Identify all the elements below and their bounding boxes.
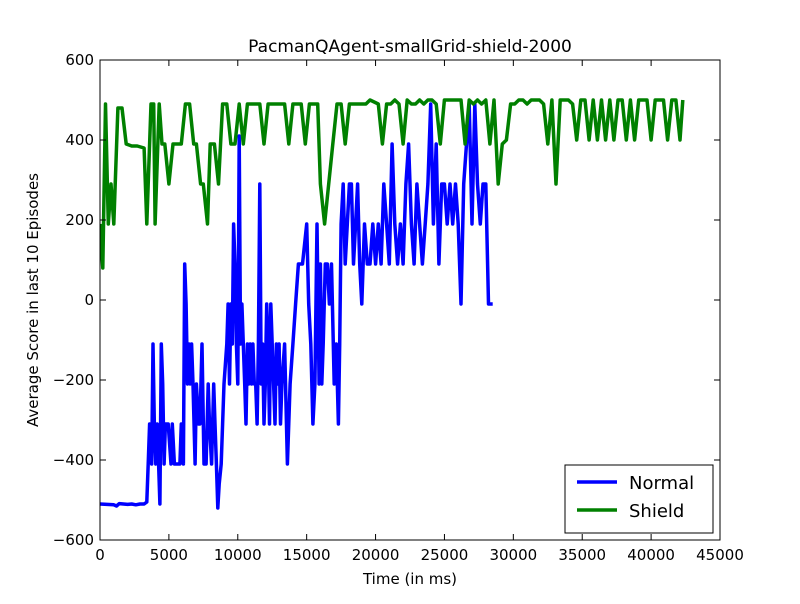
x-tick-label: 30000 — [489, 546, 537, 564]
x-axis-label: Time (in ms) — [362, 570, 457, 588]
x-tick-label: 35000 — [558, 546, 606, 564]
y-axis: −600 −400 −200 0 200 400 600 — [53, 51, 720, 549]
legend-label-shield: Shield — [629, 501, 684, 522]
legend-label-normal: Normal — [629, 473, 694, 494]
y-tick-label: −200 — [53, 371, 94, 389]
x-tick-label: 25000 — [421, 546, 469, 564]
x-tick-label: 20000 — [352, 546, 400, 564]
y-axis-label: Average Score in last 10 Episodes — [24, 173, 42, 427]
x-tick-label: 45000 — [696, 546, 744, 564]
y-tick-label: −600 — [53, 531, 94, 549]
y-tick-label: 600 — [65, 51, 94, 69]
x-axis: 0 5000 10000 15000 20000 25000 30000 35000 40000… — [95, 60, 744, 564]
y-tick-label: −400 — [53, 451, 94, 469]
x-tick-label: 10000 — [214, 546, 262, 564]
x-tick-label: 0 — [95, 546, 105, 564]
series-line-shield — [100, 98, 685, 270]
y-tick-label: 0 — [84, 291, 94, 309]
y-tick-label: 400 — [65, 131, 94, 149]
series-line-normal — [100, 102, 493, 510]
y-tick-label: 200 — [65, 211, 94, 229]
chart-title: PacmanQAgent-smallGrid-shield-2000 — [248, 37, 572, 57]
x-tick-label: 15000 — [283, 546, 331, 564]
legend-box — [564, 464, 714, 534]
x-tick-label: 5000 — [150, 546, 188, 564]
x-tick-label: 40000 — [627, 546, 675, 564]
series-layer — [100, 98, 685, 510]
legend: Normal Shield — [564, 464, 714, 534]
